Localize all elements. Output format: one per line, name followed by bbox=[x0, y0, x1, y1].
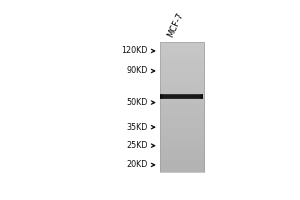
Text: 50KD: 50KD bbox=[127, 98, 148, 107]
Text: 35KD: 35KD bbox=[127, 123, 148, 132]
Text: 20KD: 20KD bbox=[127, 160, 148, 169]
Bar bbox=[160, 42, 204, 172]
Text: 120KD: 120KD bbox=[122, 46, 148, 55]
Text: MCF-7: MCF-7 bbox=[166, 11, 185, 39]
Text: 90KD: 90KD bbox=[127, 66, 148, 75]
Text: 25KD: 25KD bbox=[126, 141, 148, 150]
